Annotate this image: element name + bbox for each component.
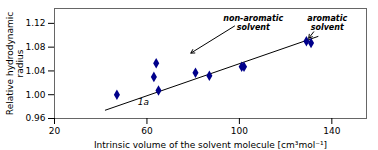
svg-text:aromaticsolvent: aromaticsolvent <box>307 14 347 32</box>
svg-text:0.96: 0.96 <box>25 113 45 123</box>
svg-text:60: 60 <box>141 126 153 136</box>
svg-text:1.04: 1.04 <box>25 66 45 76</box>
svg-text:100: 100 <box>231 126 248 136</box>
svg-text:20: 20 <box>49 126 61 136</box>
svg-text:1.12: 1.12 <box>25 18 45 28</box>
svg-text:1.00: 1.00 <box>25 90 45 100</box>
svg-text:non-aromaticsolvent: non-aromaticsolvent <box>223 14 283 32</box>
svg-text:140: 140 <box>323 126 340 136</box>
svg-text:1a: 1a <box>138 97 149 107</box>
svg-text:1.08: 1.08 <box>25 42 45 52</box>
svg-text:Relative hydrodynamicradius: Relative hydrodynamicradius <box>5 12 25 115</box>
svg-text:Intrinsic volume of the solven: Intrinsic volume of the solvent molecule… <box>94 140 327 150</box>
